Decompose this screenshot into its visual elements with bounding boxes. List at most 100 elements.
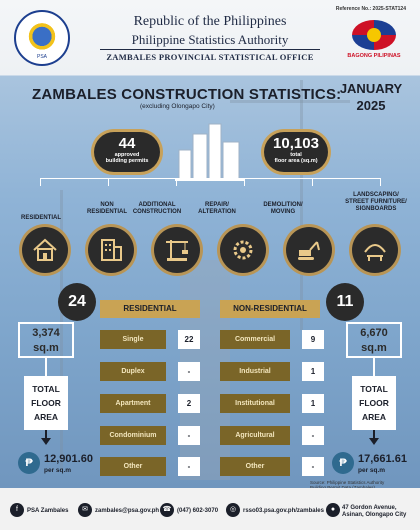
- office-building-icon: [88, 227, 134, 273]
- nonresidential-row-label: Commercial: [220, 330, 290, 349]
- residential-row-label: Condominium: [100, 426, 166, 445]
- residential-row-label: Apartment: [100, 394, 166, 413]
- globe-icon: ◎: [226, 503, 240, 517]
- nonresidential-row-label: Agricultural: [220, 426, 290, 445]
- category-non-residential: NON RESIDENTIAL: [76, 202, 138, 216]
- crane-icon: [154, 227, 200, 273]
- header-divider: [100, 49, 320, 50]
- residential-row-value: -: [178, 457, 200, 476]
- connector-tick: [312, 178, 313, 186]
- category-demolition-moving: DEMOLITION/ MOVING: [252, 202, 314, 216]
- category-additional-line-2: CONSTRUCTION: [132, 209, 182, 215]
- footer-email-link[interactable]: zambales@psa.gov.ph: [95, 508, 160, 514]
- permits-label-1: approved: [114, 152, 140, 158]
- footer-website-link[interactable]: rsso03.psa.gov.ph/zambales: [243, 508, 324, 514]
- background-crane: [60, 190, 63, 470]
- residential-arrow-stem: [45, 430, 47, 438]
- email-icon: ✉: [78, 503, 92, 517]
- nonresidential-total-floor-area-label: TOTAL FLOOR AREA: [352, 376, 396, 430]
- residential-cost-value: 12,901.60: [44, 453, 93, 465]
- category-repair-line-1: REPAIR/: [205, 202, 229, 208]
- floor-area-label-1: total: [290, 152, 302, 158]
- category-landscaping-line-2: STREET FURNITURE/: [345, 199, 407, 205]
- nonresidential-tfa-line-3: AREA: [361, 412, 387, 422]
- main-title: ZAMBALES CONSTRUCTION STATISTICS:: [32, 86, 342, 103]
- nonresidential-cost-value: 17,661.61: [358, 453, 407, 465]
- nonresidential-tfa-line-1: TOTAL: [360, 384, 388, 394]
- category-demolition-line-2: MOVING: [270, 209, 296, 215]
- nonresidential-row-value: 9: [302, 330, 324, 349]
- residential-row-label: Single: [100, 330, 166, 349]
- title-subtitle: (excluding Olongapo City): [140, 103, 215, 110]
- nonresidential-table-header: NON-RESIDENTIAL: [220, 300, 320, 318]
- category-demolition-line-1: DEMOLITION/: [263, 202, 303, 208]
- background-crane: [300, 80, 303, 330]
- residential-cost-unit: per sq.m: [44, 467, 72, 474]
- down-arrow-icon: [41, 438, 51, 445]
- category-connector: [40, 178, 380, 179]
- background-crane-arm: [230, 100, 350, 103]
- category-repair-line-2: ALTERATION: [198, 209, 236, 215]
- nonresidential-area-unit: sq.m: [361, 342, 387, 354]
- residential-row-label: Duplex: [100, 362, 166, 381]
- residential-row-value: -: [178, 362, 200, 381]
- excavator-icon: [286, 227, 332, 273]
- nonresidential-row-value: 1: [302, 362, 324, 381]
- facebook-icon: f: [10, 503, 24, 517]
- residential-row-label: Other: [100, 457, 166, 476]
- residential-table-header: RESIDENTIAL: [100, 300, 200, 318]
- connector-tick: [108, 178, 109, 186]
- category-landscaping-line-3: SIGNBOARDS: [355, 206, 397, 212]
- residential-count: 24: [58, 283, 96, 321]
- phone-icon: ☎: [160, 503, 174, 517]
- bagong-pilipinas-logo: BAGONG PILIPINAS: [344, 20, 404, 64]
- category-repair-alteration: REPAIR/ ALTERATION: [186, 202, 248, 216]
- source-note: Source: Philippine Statistics Authority …: [310, 480, 385, 490]
- footer-facebook-link[interactable]: PSA Zambales: [27, 508, 69, 514]
- city-buildings-icon: [175, 123, 245, 181]
- nonresidential-cost-unit: per sq.m: [358, 467, 386, 474]
- nonresidential-row-value: -: [302, 457, 324, 476]
- connector-tick: [40, 178, 41, 186]
- nonresidential-tfa-line-2: FLOOR: [359, 398, 389, 408]
- reference-number: Reference No.: 2025-STAT124: [335, 6, 406, 12]
- nonresidential-row-label: Industrial: [220, 362, 290, 381]
- nonresidential-floor-area-box: 6,670 sq.m: [346, 322, 402, 358]
- house-icon: [22, 227, 68, 273]
- peso-icon: ₱: [18, 452, 40, 474]
- nonresidential-row-label: Institutional: [220, 394, 290, 413]
- residential-row-value: 22: [178, 330, 200, 349]
- residential-row-value: 2: [178, 394, 200, 413]
- residential-total-floor-area-label: TOTAL FLOOR AREA: [24, 376, 68, 430]
- residential-tfa-line-1: TOTAL: [32, 384, 60, 394]
- category-residential: RESIDENTIAL: [20, 215, 61, 221]
- category-non-residential-line-1: NON: [100, 202, 114, 208]
- nonresidential-cost: 17,661.61 per sq.m: [358, 453, 407, 477]
- nonresidential-area-value: 6,670: [360, 327, 388, 339]
- category-additional-construction: ADDITIONAL CONSTRUCTION: [126, 202, 188, 216]
- footer-address: 47 Gordon Avenue, Asinan, Olongapo City: [342, 505, 407, 518]
- residential-tfa-line-2: FLOOR: [31, 398, 61, 408]
- report-year: 2025: [356, 98, 386, 113]
- residential-floor-area-box: 3,374 sq.m: [18, 322, 74, 358]
- floor-area-label-2: floor area (sq.m): [274, 158, 318, 164]
- office-name: ZAMBALES PROVINCIAL STATISTICAL OFFICE: [106, 52, 314, 62]
- connector-tick: [176, 178, 177, 186]
- park-bench-icon: [352, 227, 398, 273]
- residential-cost: 12,901.60 per sq.m: [44, 453, 93, 477]
- down-arrow-icon: [369, 438, 379, 445]
- nonresidential-count: 11: [326, 283, 364, 321]
- report-month: JANUARY: [339, 81, 403, 96]
- connector-tick: [244, 178, 245, 186]
- residential-area-value: 3,374: [32, 327, 60, 339]
- nonresidential-row-label: Other: [220, 457, 290, 476]
- nonresidential-row-value: -: [302, 426, 324, 445]
- residential-area-unit: sq.m: [33, 342, 59, 354]
- header-line-2: Philippine Statistics Authority: [131, 32, 289, 47]
- report-period: JANUARY 2025: [326, 80, 416, 114]
- nonresidential-connector: [373, 358, 375, 376]
- bagong-pilipinas-label: BAGONG PILIPINAS: [347, 53, 401, 59]
- category-landscaping-line-1: LANDSCAPING/: [353, 192, 399, 198]
- psa-seal-logo: PSA: [14, 10, 70, 66]
- category-additional-line-1: ADDITIONAL: [138, 202, 176, 208]
